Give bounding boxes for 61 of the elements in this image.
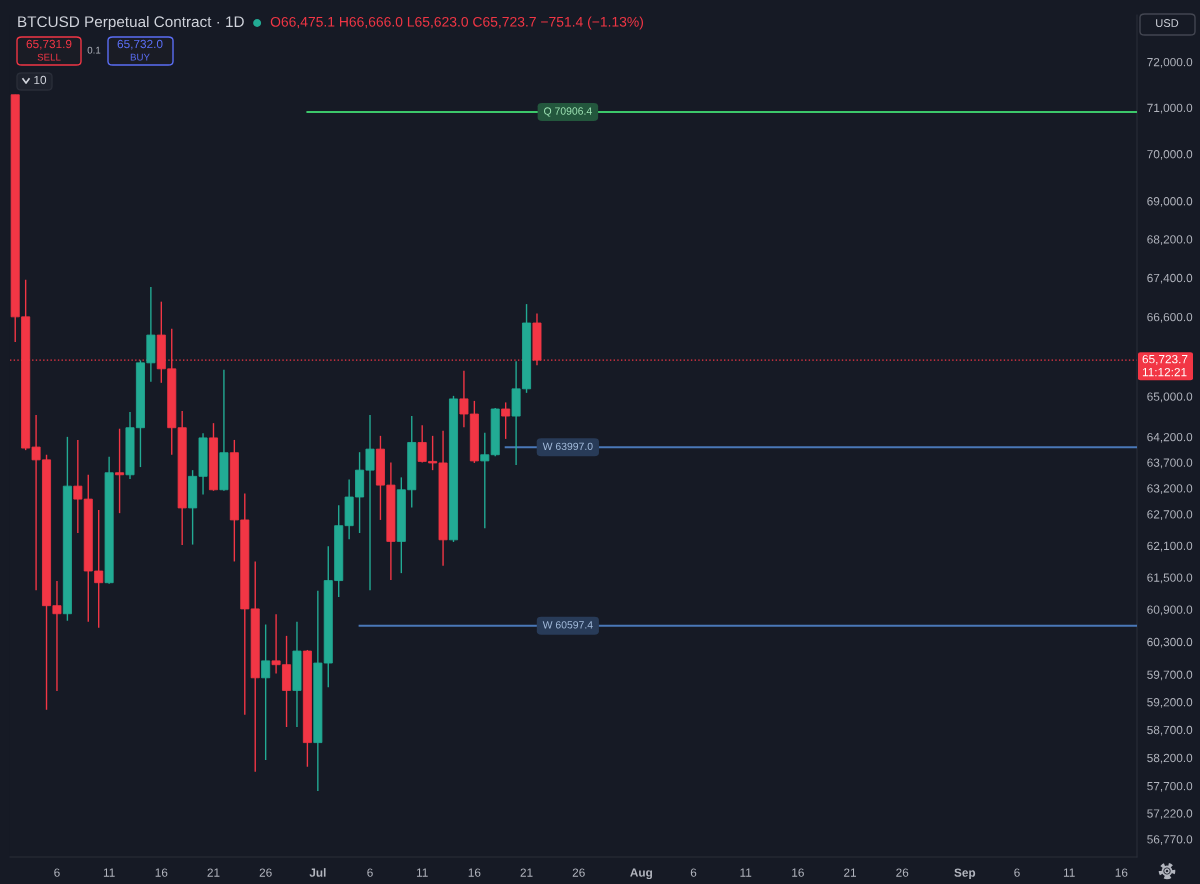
candlestick [501, 401, 511, 440]
x-tick-label: 16 [792, 868, 804, 877]
annotation: 65,731.9 [26, 39, 72, 50]
y-tick-label: 63,200.0 [1147, 484, 1193, 494]
y-tick-label: 62,100.0 [1147, 541, 1193, 552]
y-tick-label: 71,000.0 [1147, 103, 1193, 114]
y-tick-label: 64,200.0 [1147, 432, 1193, 443]
x-tick-label: 16 [155, 868, 168, 877]
y-tick-label: 62,700.0 [1147, 510, 1193, 520]
annotation: 65,732.0 [117, 39, 163, 50]
chart-title: BTCUSD Perpetual Contract · 1D [18, 15, 244, 31]
y-tick-label: 59,200.0 [1147, 698, 1193, 708]
y-tick-label: 63,700.0 [1147, 458, 1193, 469]
candlestick [115, 428, 125, 514]
x-tick-label: Sep [954, 868, 976, 880]
annotation: 10 [34, 75, 47, 85]
x-tick-label: 16 [1115, 868, 1128, 877]
x-tick-label: Jul [309, 868, 326, 877]
chart-subtitle: O66,475.1 H66,666.0 L65,623.0 C65,723.7 −751.4 (−1.13%) [270, 16, 644, 30]
y-tick-label: 60,300.0 [1147, 637, 1193, 648]
series-label: W 60597.4 [542, 621, 593, 629]
x-tick-label: 6 [367, 868, 373, 877]
y-tick-label: 66,600.0 [1147, 312, 1193, 323]
x-tick-label: 21 [844, 868, 857, 877]
x-tick-label: 16 [468, 868, 481, 877]
x-tick-label: 11 [1063, 868, 1075, 877]
annotation: 0.1 [87, 46, 101, 54]
series-label: W 63997.0 [542, 442, 593, 451]
y-tick-label: 59,700.0 [1147, 670, 1193, 681]
series-label: Q 70906.4 [544, 107, 592, 117]
x-tick-label: Aug [630, 868, 653, 880]
text: USD [1156, 19, 1179, 27]
y-tick-label: 61,500.0 [1147, 573, 1193, 584]
y-tick-label: 60,900.0 [1147, 605, 1193, 616]
x-tick-label: 6 [690, 868, 697, 877]
annotation: SELL [37, 53, 61, 61]
y-tick-label: 58,200.0 [1147, 753, 1193, 764]
x-tick-label: 6 [54, 868, 60, 877]
text: 11:12:21 [1142, 367, 1187, 377]
y-tick-label: 72,000.0 [1147, 57, 1193, 68]
y-tick-label: 56,770.0 [1147, 835, 1193, 845]
y-tick-label: 58,700.0 [1147, 725, 1193, 736]
y-tick-label: 68,200.0 [1147, 235, 1193, 245]
x-tick-label: 6 [1014, 868, 1020, 877]
x-tick-label: 21 [520, 868, 533, 877]
y-tick-label: 57,700.0 [1147, 781, 1193, 792]
y-tick-label: 69,000.0 [1147, 197, 1193, 207]
annotation: BUY [130, 53, 150, 61]
x-tick-label: 21 [207, 868, 220, 877]
x-tick-label: 26 [896, 868, 909, 877]
y-tick-label: 65,000.0 [1147, 392, 1193, 403]
x-tick-label: 26 [259, 868, 272, 877]
y-tick-label: 67,400.0 [1147, 273, 1193, 284]
x-tick-label: 26 [572, 868, 585, 877]
x-tick-label: 11 [740, 868, 752, 877]
candlestick [261, 623, 271, 761]
y-tick-label: 57,220.0 [1147, 809, 1193, 820]
y-tick-label: 70,000.0 [1147, 150, 1193, 160]
x-tick-label: 11 [416, 868, 428, 877]
x-tick-label: 11 [103, 868, 115, 877]
ref-line-label: 65,723.7 [1142, 354, 1188, 365]
